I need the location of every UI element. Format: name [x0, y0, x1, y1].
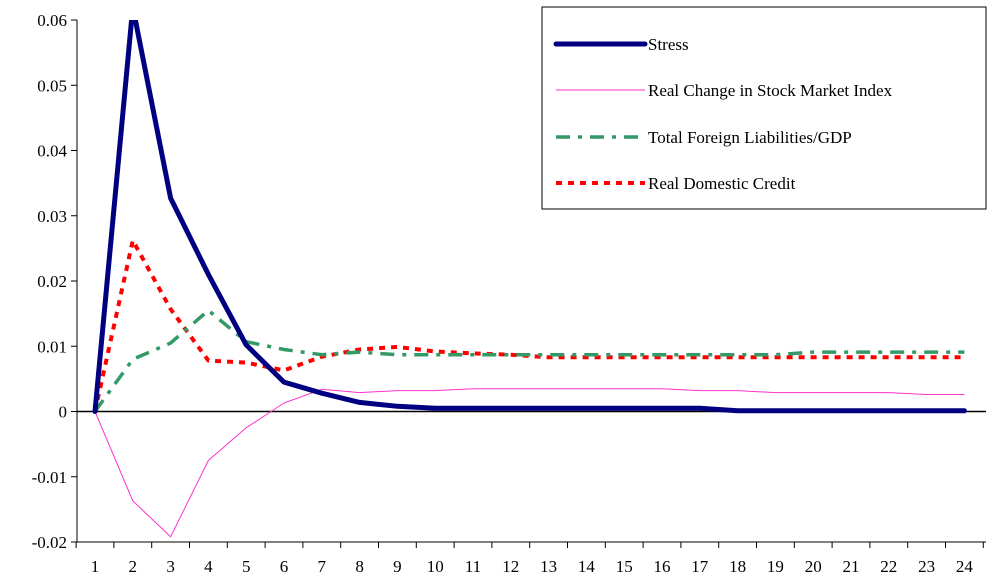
- x-tick-label: 9: [393, 557, 402, 576]
- y-tick-label: 0.05: [37, 76, 67, 95]
- x-tick-label: 22: [880, 557, 897, 576]
- series-line-total-foreign-liabilities-gdp: [93, 308, 965, 413]
- x-tick-label: 23: [918, 557, 935, 576]
- axes: 0.060.050.040.030.020.010-0.01-0.021 2 3 4 5…: [32, 11, 986, 576]
- x-tick-label: 18: [729, 557, 746, 576]
- legend-label-total-foreign-liabilities-gdp: Total Foreign Liabilities/GDP: [648, 128, 852, 147]
- legend-label-stress: Stress: [648, 35, 689, 54]
- y-tick-label: 0.06: [37, 11, 67, 30]
- x-tick-label: 24: [956, 557, 974, 576]
- x-tick-label: 20: [805, 557, 822, 576]
- y-tick-label: 0.04: [37, 142, 67, 161]
- x-tick-label: 11: [465, 557, 481, 576]
- x-tick-label: 14: [578, 557, 596, 576]
- x-tick-label: 17: [691, 557, 709, 576]
- legend-label-real-domestic-credit: Real Domestic Credit: [648, 174, 796, 193]
- x-tick-label: 8: [355, 557, 364, 576]
- series-layer: [92, 20, 967, 538]
- x-tick-label: 1: [91, 557, 100, 576]
- x-tick-label: 7: [318, 557, 327, 576]
- x-tick-label: 10: [427, 557, 444, 576]
- y-tick-label: 0.03: [37, 207, 67, 226]
- x-tick-label: 16: [654, 557, 671, 576]
- series-line-real-change-in-stock-market-index: [94, 388, 965, 538]
- x-tick-label: 15: [616, 557, 633, 576]
- x-tick-label: 13: [540, 557, 557, 576]
- x-tick-label: 2: [129, 557, 138, 576]
- legend-box: [541, 6, 987, 210]
- y-tick-label: 0: [59, 403, 68, 422]
- x-tick-label: 4: [204, 557, 213, 576]
- x-tick-label: 5: [242, 557, 251, 576]
- series-line-real-domestic-credit: [93, 238, 965, 412]
- series-line-stress: [92, 20, 967, 414]
- y-tick-label: -0.01: [32, 468, 67, 487]
- x-tick-label: 6: [280, 557, 289, 576]
- y-tick-label: 0.01: [37, 337, 67, 356]
- x-tick-label: 3: [166, 557, 175, 576]
- x-tick-label: 19: [767, 557, 784, 576]
- legend: Stress Real Change in Stock Market Index T…: [541, 6, 987, 210]
- x-tick-label: 12: [502, 557, 519, 576]
- y-tick-label: -0.02: [32, 533, 67, 552]
- x-tick-label: 21: [843, 557, 860, 576]
- legend-label-real-change-in-stock-market-index: Real Change in Stock Market Index: [648, 81, 893, 100]
- y-tick-label: 0.02: [37, 272, 67, 291]
